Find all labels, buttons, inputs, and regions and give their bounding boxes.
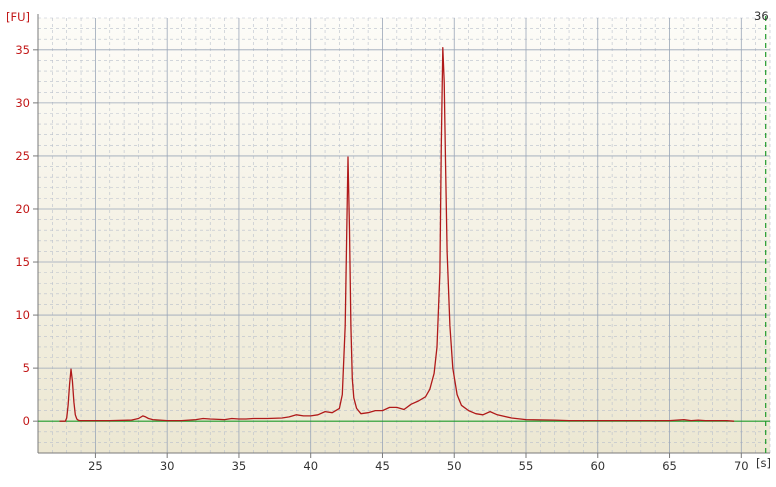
plot-background (38, 18, 770, 453)
x-tick-label: 25 (88, 459, 103, 473)
x-tick-label: 65 (662, 459, 677, 473)
x-tick-label: 45 (375, 459, 390, 473)
series-line-1 (59, 47, 735, 422)
y-tick-label: 10 (15, 308, 30, 322)
x-tick-label: 70 (734, 459, 749, 473)
tick-labels: 0 5 10 15 20 25 30 35 25 30 35 40 45 50 55 60 65 70 (15, 43, 748, 473)
axes (37, 14, 770, 454)
x-tick-label: 40 (303, 459, 318, 473)
y-tick-label: 5 (23, 361, 30, 375)
x-axis-unit-label: [s] (756, 456, 771, 470)
series-layer (59, 47, 735, 422)
grid (37, 17, 771, 454)
x-tick-label: 50 (447, 459, 462, 473)
y-tick-label: 30 (15, 96, 30, 110)
y-axis-unit-label: [FU] (6, 10, 30, 24)
x-tick-label: 30 (160, 459, 175, 473)
x-tick-label: 60 (590, 459, 605, 473)
y-tick-label: 20 (15, 202, 30, 216)
y-tick-label: 15 (15, 255, 30, 269)
top-right-marker-label: 36 (754, 9, 769, 23)
y-tick-label: 35 (15, 43, 30, 57)
y-tick-label: 0 (23, 414, 30, 428)
x-tick-label: 35 (232, 459, 247, 473)
y-tick-label: 25 (15, 149, 30, 163)
x-tick-label: 55 (519, 459, 534, 473)
